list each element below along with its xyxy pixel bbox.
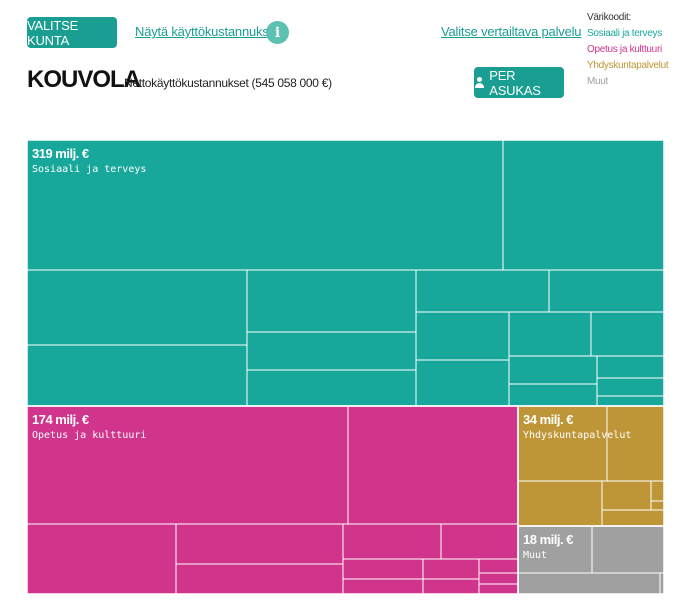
treemap-cell-social-12[interactable] [590, 311, 665, 357]
treemap-cell-community-6[interactable] [601, 509, 665, 527]
legend-title: Värikoodit: [587, 12, 631, 23]
treemap-cell-education-13[interactable] [478, 583, 519, 595]
treemap-cell-social-3[interactable] [26, 344, 248, 407]
treemap-cell-education-12[interactable] [478, 572, 519, 585]
treemap-cell-community-2[interactable] [517, 480, 603, 527]
treemap-cell-social-17[interactable] [596, 395, 665, 407]
treemap-cell-education-8[interactable] [342, 578, 424, 595]
treemap-cell-education-6[interactable] [440, 523, 519, 560]
treemap-cell-social-6[interactable] [246, 369, 417, 407]
treemap-cell-education-10[interactable] [422, 578, 480, 595]
net-costs-label: Nettokäyttökustannukset (545 058 000 €) [124, 76, 332, 90]
color-legend: Värikoodit: Sosiaali ja terveys Opetus j… [587, 10, 669, 90]
treemap-cell-social-0[interactable] [26, 139, 504, 271]
treemap-cell-community-4[interactable] [650, 480, 665, 502]
treemap-block-other[interactable] [517, 525, 665, 595]
treemap-cell-social-4[interactable] [246, 269, 417, 333]
treemap-cell-other-1[interactable] [591, 525, 665, 574]
treemap-cell-social-7[interactable] [415, 269, 550, 313]
treemap-cell-social-16[interactable] [596, 377, 665, 397]
info-icon[interactable]: i [266, 21, 289, 44]
select-municipality-button[interactable]: VALITSE KUNTA [27, 17, 117, 48]
treemap-cell-social-11[interactable] [508, 311, 592, 357]
legend-item-community: Yhdyskuntapalvelut [587, 60, 669, 71]
treemap-cell-social-5[interactable] [246, 331, 417, 371]
treemap-cell-community-5[interactable] [650, 500, 665, 511]
treemap-cell-education-7[interactable] [342, 558, 424, 580]
treemap-name-label-social: Sosiaali ja terveys [32, 164, 146, 175]
treemap-cell-social-9[interactable] [415, 311, 510, 361]
treemap-cell-education-9[interactable] [422, 558, 480, 580]
show-costs-link[interactable]: Näytä käyttökustannukset [135, 24, 280, 39]
user-icon [474, 76, 485, 89]
treemap-cell-social-15[interactable] [596, 355, 665, 379]
treemap-cell-education-5[interactable] [342, 523, 442, 560]
treemap-cell-social-10[interactable] [415, 359, 510, 407]
treemap-cell-social-1[interactable] [502, 139, 665, 271]
legend-item-social: Sosiaali ja terveys [587, 28, 662, 39]
treemap-value-label-social: 319 milj. € [32, 146, 89, 161]
treemap-cell-education-3[interactable] [175, 523, 344, 565]
treemap-cell-education-4[interactable] [175, 563, 344, 595]
treemap-cell-social-2[interactable] [26, 269, 248, 346]
legend-item-education: Opetus ja kulttuuri [587, 44, 662, 55]
treemap-cell-other-2[interactable] [517, 572, 661, 595]
per-resident-button[interactable]: PER ASUKAS [474, 67, 564, 98]
per-resident-label: PER ASUKAS [489, 67, 541, 98]
treemap-cell-social-8[interactable] [548, 269, 665, 313]
treemap-name-label-other: Muut [523, 550, 547, 561]
treemap-cell-education-2[interactable] [26, 523, 177, 595]
legend-item-other: Muut [587, 76, 609, 87]
treemap-name-label-community: Yhdyskuntapalvelut [523, 430, 631, 441]
municipality-title: KOUVOLA [27, 66, 141, 93]
treemap-cell-social-14[interactable] [508, 383, 598, 407]
treemap-value-label-other: 18 milj. € [523, 532, 573, 547]
treemap-cell-education-11[interactable] [478, 558, 519, 574]
treemap-cell-community-1[interactable] [606, 405, 665, 482]
treemap-name-label-education: Opetus ja kulttuuri [32, 430, 146, 441]
compare-service-link[interactable]: Valitse vertailtava palvelu [441, 24, 582, 39]
treemap-value-label-education: 174 milj. € [32, 412, 89, 427]
treemap-cell-education-1[interactable] [347, 405, 519, 525]
treemap-cell-community-3[interactable] [601, 480, 652, 511]
treemap-value-label-community: 34 milj. € [523, 412, 573, 427]
treemap-cell-social-13[interactable] [508, 355, 598, 385]
